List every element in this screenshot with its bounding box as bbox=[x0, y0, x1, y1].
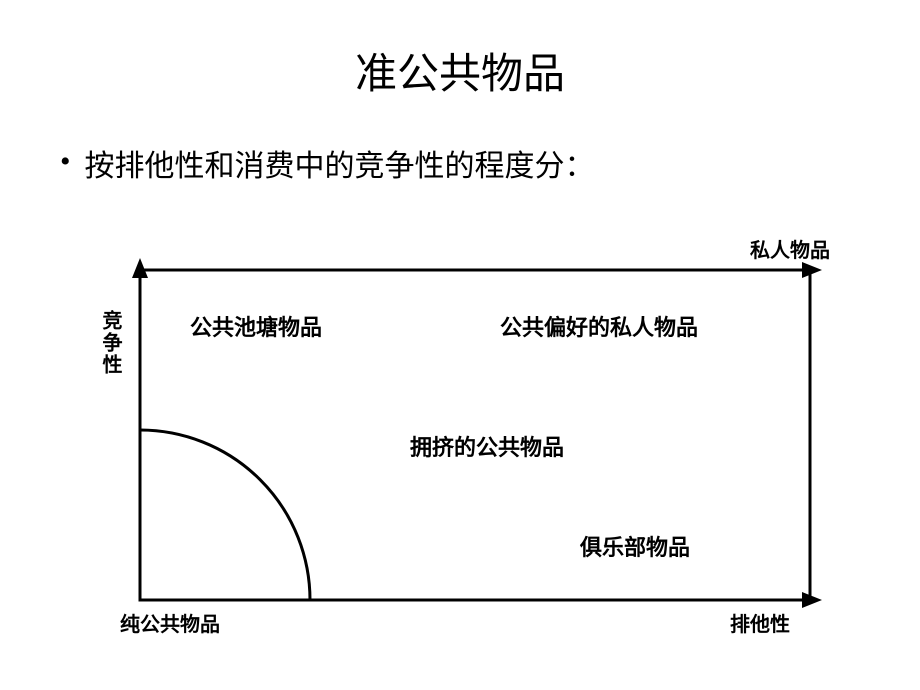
label-private-goods: 私人物品 bbox=[750, 234, 830, 263]
pure-public-arc bbox=[140, 430, 310, 600]
label-congested-public: 拥挤的公共物品 bbox=[410, 430, 564, 462]
label-x-axis: 排他性 bbox=[730, 608, 790, 637]
label-common-pool: 公共池塘物品 bbox=[190, 310, 322, 342]
label-public-pref-private: 公共偏好的私人物品 bbox=[500, 310, 698, 342]
label-origin: 纯公共物品 bbox=[120, 608, 220, 637]
bullet-text: 按排他性和消费中的竞争性的程度分： bbox=[85, 141, 595, 185]
top-arrowhead-icon bbox=[802, 262, 822, 278]
y-arrowhead-icon bbox=[132, 258, 148, 278]
slide-title: 准公共物品 bbox=[0, 0, 920, 101]
bullet-item: • 按排他性和消费中的竞争性的程度分： bbox=[0, 101, 920, 185]
label-club-goods: 俱乐部物品 bbox=[580, 530, 690, 562]
x-arrowhead-icon bbox=[802, 592, 822, 608]
bullet-dot: • bbox=[60, 141, 71, 177]
label-y-axis: 竞争性 bbox=[96, 310, 125, 376]
quadrant-diagram: 私人物品 竞争性 纯公共物品 排他性 公共池塘物品 公共偏好的私人物品 拥挤的公… bbox=[90, 230, 850, 650]
